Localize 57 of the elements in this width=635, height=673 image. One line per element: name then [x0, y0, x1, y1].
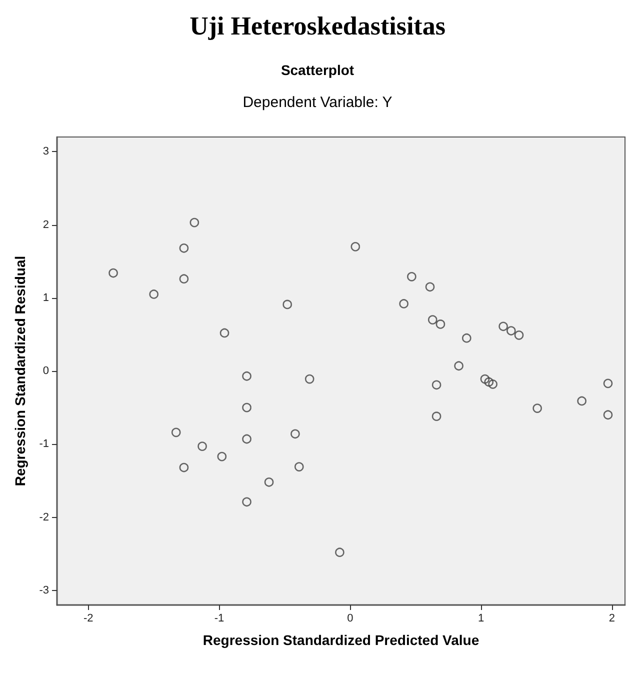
x-tick-label: -1 — [214, 612, 224, 624]
point — [198, 442, 207, 451]
point — [149, 290, 158, 299]
point — [577, 396, 586, 406]
point — [350, 242, 360, 252]
y-tick-label: 1 — [42, 292, 49, 304]
point — [179, 462, 189, 472]
point — [282, 300, 292, 310]
x-tick-label: 1 — [478, 612, 484, 624]
point — [290, 429, 300, 439]
point — [603, 410, 613, 420]
point — [506, 326, 516, 336]
point — [488, 380, 498, 389]
y-tick-label: -1 — [39, 438, 49, 450]
point — [264, 478, 274, 487]
x-tick-label: -2 — [84, 612, 94, 624]
y-tick-label: 2 — [42, 218, 49, 231]
point — [462, 333, 472, 343]
point — [242, 402, 252, 412]
chart-title: Uji Heteroskedastisitas — [190, 12, 446, 40]
point — [480, 374, 490, 384]
point — [242, 371, 252, 381]
point — [428, 315, 438, 324]
point — [294, 462, 304, 472]
point — [532, 404, 542, 413]
point — [407, 272, 416, 282]
point — [242, 434, 252, 444]
point — [335, 548, 344, 557]
y-tick-label: 3 — [42, 146, 49, 158]
point — [108, 268, 118, 278]
x-tick-label: 0 — [347, 612, 354, 624]
point — [432, 380, 442, 390]
point — [179, 274, 189, 284]
y-axis-title: Regression Standardized Residual — [12, 256, 28, 486]
point — [217, 452, 227, 462]
point — [171, 428, 181, 438]
point — [436, 320, 446, 329]
point — [484, 377, 494, 387]
x-tick-label: 2 — [608, 612, 615, 624]
y-tick-label: 0 — [42, 365, 49, 377]
point — [190, 218, 200, 228]
chart-subtitle: Scatterplot — [280, 62, 354, 78]
point — [304, 374, 314, 384]
x-axis-title: Regression Standardized Predicted Value — [202, 632, 480, 648]
y-tick-label: -2 — [39, 511, 49, 524]
point — [425, 282, 435, 292]
point — [432, 412, 442, 421]
point — [179, 244, 189, 253]
point — [498, 322, 508, 332]
y-tick-label: -3 — [39, 584, 49, 596]
point — [603, 378, 613, 388]
point — [514, 330, 524, 340]
point — [220, 328, 230, 338]
point — [454, 361, 464, 371]
point — [242, 497, 252, 507]
text: Dependent Variable: Y — [242, 94, 392, 111]
point — [399, 299, 408, 308]
